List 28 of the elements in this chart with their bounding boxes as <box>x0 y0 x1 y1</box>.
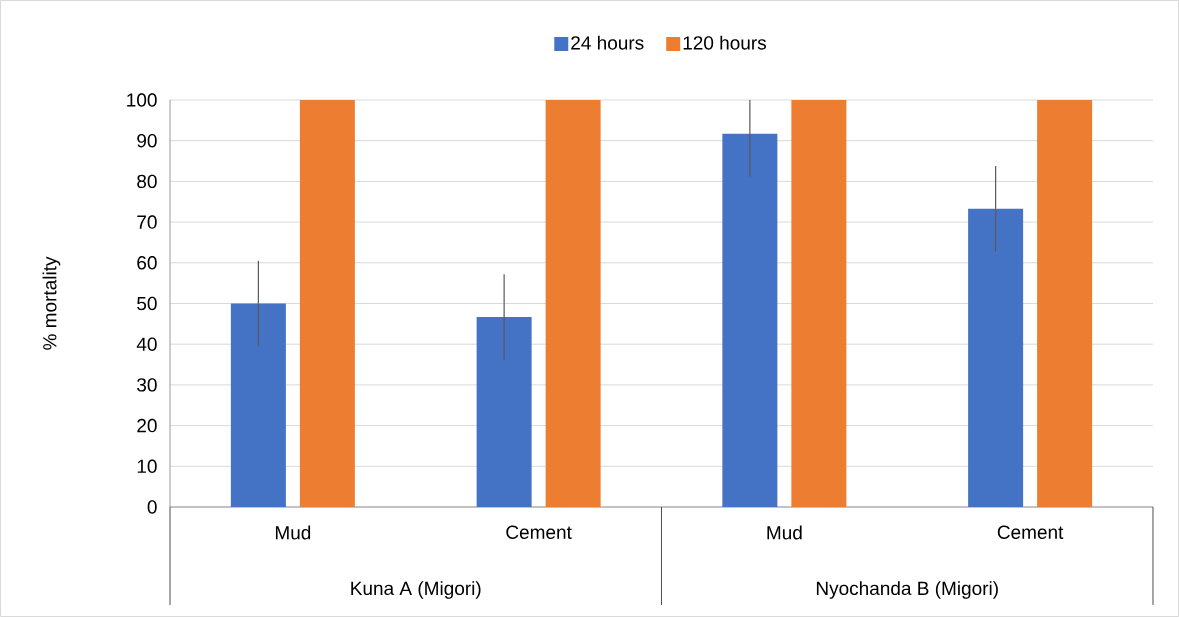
y-tick-label: 50 <box>137 296 157 311</box>
text: Nyochanda B (Migori) <box>816 581 998 599</box>
bar <box>545 99 601 507</box>
y-tick-label: 70 <box>137 215 157 229</box>
legend-label: 120 hours <box>683 35 766 50</box>
y-tick-label: 10 <box>137 459 157 474</box>
y-tick-label: 80 <box>137 174 157 189</box>
y-tick-label: 0 <box>147 500 157 514</box>
legend-label: 24 hours <box>571 35 644 50</box>
bar <box>1037 99 1093 507</box>
bar <box>791 99 847 507</box>
bar <box>722 133 778 507</box>
y-axis-title: % mortality <box>42 256 61 350</box>
y-tick-label: 60 <box>137 256 157 270</box>
x-tick-label: Cement <box>506 525 572 539</box>
y-tick-label: 100 <box>127 93 157 107</box>
y-tick-label: 30 <box>137 378 157 392</box>
bar <box>476 316 532 507</box>
x-tick-label: Mud <box>767 525 802 540</box>
x-tick-label: Cement <box>997 525 1064 539</box>
y-tick-label: 90 <box>137 133 157 148</box>
bar <box>968 208 1024 507</box>
bar <box>230 303 286 507</box>
bar <box>299 99 355 507</box>
y-tick-label: 40 <box>136 337 157 351</box>
y-tick-label: 20 <box>137 418 157 433</box>
text: Kuna A (Migori) <box>351 581 481 599</box>
x-tick-label: Mud <box>275 525 311 540</box>
